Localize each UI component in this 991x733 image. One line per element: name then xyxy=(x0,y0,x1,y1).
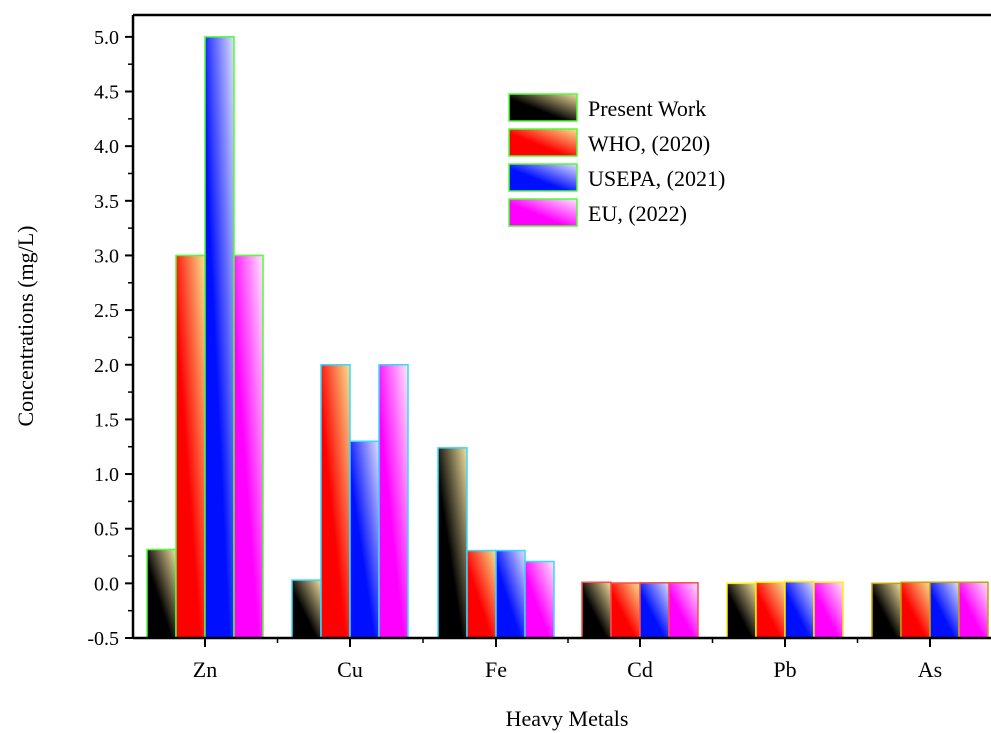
y-tick-label: 4.5 xyxy=(94,82,119,104)
bar-fe-series-0 xyxy=(437,447,468,639)
y-tick-label: 0.5 xyxy=(94,519,119,541)
bar-cu-series-2 xyxy=(349,440,380,639)
legend: Present Work WHO, (2020) USEPA, (2021) E… xyxy=(508,93,725,227)
bar-fe-series-1 xyxy=(466,549,497,639)
legend-swatch-usepa xyxy=(508,163,578,192)
bar-cu-series-0 xyxy=(291,579,322,639)
bar-as-series-1 xyxy=(900,581,931,639)
x-axis-title: Heavy Metals xyxy=(506,706,629,731)
y-ticks: -0.5 0.0 0.5 1.0 1.5 2.0 2.5 3.0 3.5 4.0 4.5 5.0 xyxy=(87,27,133,650)
bar-cd-series-3 xyxy=(668,582,699,639)
bar-fe-series-3 xyxy=(524,560,555,639)
bar-as-series-3 xyxy=(958,581,989,639)
legend-label-eu: EU, (2022) xyxy=(588,201,687,226)
bar-zn-series-0 xyxy=(146,548,177,639)
legend-label-present-work: Present Work xyxy=(588,96,706,121)
x-tick-label-fe: Fe xyxy=(485,657,507,682)
x-ticks: Zn Cu Fe Cd Pb As xyxy=(193,638,942,682)
legend-label-who: WHO, (2020) xyxy=(588,131,710,156)
bar-zn-series-1 xyxy=(175,254,206,639)
y-tick-label: 1.0 xyxy=(94,464,119,486)
y-tick-label: 2.0 xyxy=(94,355,119,377)
y-tick-label: 1.5 xyxy=(94,409,119,431)
y-tick-label: 2.5 xyxy=(94,300,119,322)
bar-fe-series-2 xyxy=(495,549,526,639)
x-tick-label-as: As xyxy=(918,657,942,682)
bar-pb-series-3 xyxy=(813,581,844,639)
legend-label-usepa: USEPA, (2021) xyxy=(588,166,725,191)
bar-zn-series-3 xyxy=(233,254,264,639)
bar-as-series-0 xyxy=(871,582,902,639)
x-tick-label-zn: Zn xyxy=(193,657,217,682)
bars-layer xyxy=(146,36,989,639)
bar-pb-series-2 xyxy=(784,580,815,639)
y-axis-title: Concentrations (mg/L) xyxy=(13,225,38,426)
legend-swatch-present-work xyxy=(508,93,578,122)
legend-swatch-who xyxy=(508,128,578,157)
x-tick-label-cu: Cu xyxy=(337,657,363,682)
bar-pb-series-0 xyxy=(726,582,757,639)
y-tick-label: 4.0 xyxy=(94,136,119,158)
x-tick-label-pb: Pb xyxy=(773,657,796,682)
y-tick-label: 3.0 xyxy=(94,245,119,267)
bar-as-series-2 xyxy=(929,581,960,639)
y-tick-label: 5.0 xyxy=(94,27,119,49)
bar-cu-series-1 xyxy=(320,364,351,639)
bar-zn-series-2 xyxy=(204,36,235,639)
y-tick-label: -0.5 xyxy=(87,628,119,650)
y-tick-label: 0.0 xyxy=(94,573,119,595)
legend-swatch-eu xyxy=(508,198,578,227)
x-tick-label-cd: Cd xyxy=(627,657,653,682)
y-tick-label: 3.5 xyxy=(94,191,119,213)
bar-cd-series-0 xyxy=(581,581,612,639)
bar-cd-series-2 xyxy=(639,582,670,639)
bar-cd-series-1 xyxy=(610,582,641,639)
bar-cu-series-3 xyxy=(378,364,409,639)
bar-pb-series-1 xyxy=(755,581,786,639)
